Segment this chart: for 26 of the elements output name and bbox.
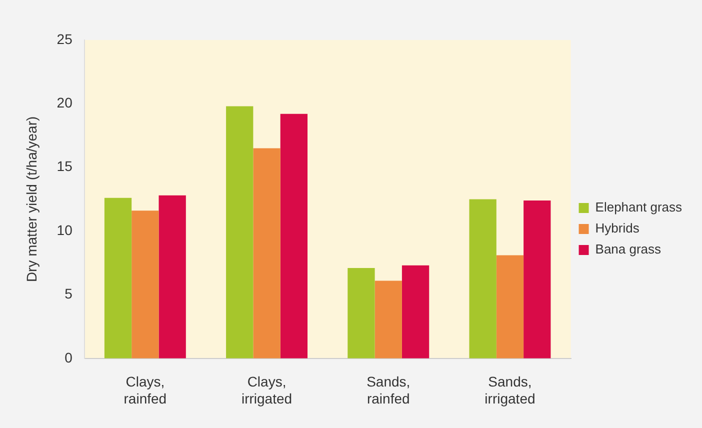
bar bbox=[158, 195, 186, 358]
bar bbox=[348, 268, 375, 358]
y-tick-label: 15 bbox=[56, 158, 73, 174]
y-axis-title: Dry matter yield (t/ha/year) bbox=[23, 116, 40, 282]
x-tick-label: Clays, irrigated bbox=[241, 374, 292, 406]
x-tick-label: Clays, rainfed bbox=[124, 374, 167, 406]
bar bbox=[469, 199, 496, 358]
bar bbox=[104, 198, 132, 358]
y-tick-label: 10 bbox=[56, 222, 73, 238]
y-tick-label: 25 bbox=[56, 30, 73, 47]
y-tick-label: 0 bbox=[64, 349, 73, 366]
bar bbox=[524, 200, 551, 358]
y-tick-label: 5 bbox=[64, 286, 73, 302]
legend-label: Elephant grass bbox=[595, 200, 682, 215]
bar bbox=[253, 148, 280, 358]
bar bbox=[132, 210, 159, 358]
bar bbox=[402, 265, 430, 358]
bar bbox=[496, 255, 524, 358]
bar bbox=[280, 114, 308, 358]
bar bbox=[226, 106, 254, 358]
x-tick-label: Sands, rainfed bbox=[366, 374, 410, 406]
legend-label: Hybrids bbox=[595, 220, 640, 236]
legend-label: Bana grass bbox=[595, 242, 662, 257]
y-tick-label: 20 bbox=[56, 94, 73, 111]
bar bbox=[374, 280, 402, 358]
x-tick-label: Sands, irrigated bbox=[484, 374, 536, 406]
